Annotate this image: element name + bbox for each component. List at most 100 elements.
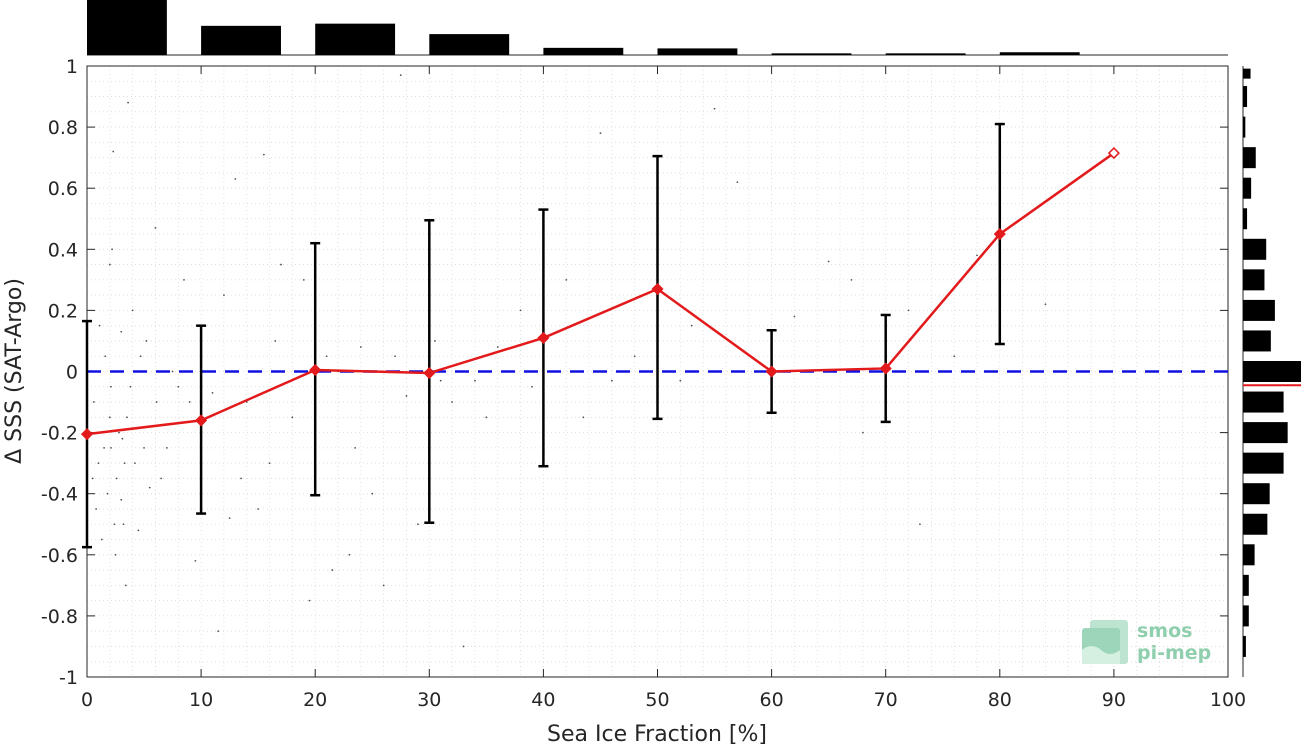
scatter-point xyxy=(108,263,111,266)
scatter-point xyxy=(171,370,174,373)
scatter-point xyxy=(416,523,419,526)
right-histogram-bar xyxy=(1243,483,1270,505)
scatter-point xyxy=(953,355,956,358)
right-histogram-bar xyxy=(1243,544,1255,566)
scatter-point xyxy=(155,401,158,403)
scatter-point xyxy=(91,477,94,480)
x-tick-label: 100 xyxy=(1210,689,1246,711)
scatter-point xyxy=(123,462,126,465)
scatter-point xyxy=(348,553,351,556)
scatter-point xyxy=(331,569,334,571)
data-point-marker xyxy=(765,365,778,378)
scatter-point xyxy=(485,416,488,419)
data-point-marker xyxy=(993,227,1006,241)
scatter-point xyxy=(110,446,112,449)
x-tick-label: 20 xyxy=(303,689,327,711)
scatter-point xyxy=(104,355,107,358)
logo-mark-icon xyxy=(1082,620,1128,664)
scatter-point xyxy=(139,355,142,358)
scatter-point xyxy=(907,309,910,312)
logo-text-pi-mep: pi-mep xyxy=(1137,642,1211,664)
right-histogram-bar xyxy=(1243,299,1275,321)
scatter-points xyxy=(90,74,1047,648)
y-tick-label: 1 xyxy=(66,56,78,78)
scatter-point xyxy=(145,340,148,342)
scatter-point xyxy=(582,416,585,419)
scatter-point xyxy=(97,462,100,465)
scatter-point xyxy=(257,508,260,510)
scatter-point xyxy=(291,416,294,419)
right-histogram-bar xyxy=(1243,391,1284,413)
right-histogram-bar xyxy=(1243,422,1288,444)
scatter-point xyxy=(95,508,98,510)
scatter-point xyxy=(108,416,111,419)
y-tick-label: -0.8 xyxy=(41,606,78,628)
data-point-marker xyxy=(80,428,94,441)
scatter-point xyxy=(120,498,123,501)
right-histogram-bar xyxy=(1243,116,1246,138)
scatter-point xyxy=(325,355,328,358)
scatter-point xyxy=(354,446,357,449)
x-tick-label: 70 xyxy=(874,689,898,711)
scatter-point xyxy=(565,278,568,281)
logo-text-smos: smos xyxy=(1137,620,1192,642)
scatter-point xyxy=(114,553,117,556)
top-histogram-bar xyxy=(657,48,738,55)
scatter-point xyxy=(100,538,103,541)
scatter-point xyxy=(861,431,864,434)
top-histogram-bar xyxy=(543,47,624,55)
x-tick-label: 10 xyxy=(189,689,213,711)
scatter-point xyxy=(177,385,180,388)
y-tick-label: 0.8 xyxy=(48,117,78,139)
scatter-point xyxy=(124,584,127,587)
scatter-point xyxy=(111,248,114,251)
top-histogram-bar xyxy=(315,23,396,55)
scatter-point xyxy=(160,477,163,480)
scatter-point xyxy=(451,401,454,403)
scatter-point xyxy=(98,324,101,327)
x-tick-label: 80 xyxy=(988,689,1012,711)
data-point-marker xyxy=(879,362,892,375)
scatter-point xyxy=(976,254,978,257)
tick-labels: 0 10 20 30 40 50 60 70 80 90 100 1 0.8 0.6 0.4 0.2 0 -0.2… xyxy=(41,56,1246,711)
scatter-point xyxy=(371,492,374,495)
scatter-point xyxy=(399,74,402,77)
series-line xyxy=(86,152,1115,436)
scatter-point xyxy=(793,315,796,318)
top-histogram xyxy=(87,0,1228,56)
scatter-point xyxy=(713,107,716,110)
scatter-point xyxy=(474,379,476,382)
scatter-point xyxy=(183,278,185,281)
data-point-marker xyxy=(309,363,322,377)
scatter-point xyxy=(610,379,613,382)
x-tick-label: 0 xyxy=(81,689,93,711)
right-histogram-bar xyxy=(1243,68,1251,79)
y-tick-label: -0.2 xyxy=(41,423,78,445)
top-histogram-bar xyxy=(885,53,966,55)
y-tick-label: -0.6 xyxy=(41,545,78,567)
right-histogram-bar xyxy=(1243,361,1301,382)
scatter-point xyxy=(382,584,385,587)
scatter-point xyxy=(633,355,636,358)
scatter-point xyxy=(827,260,830,263)
scatter-point xyxy=(405,395,408,397)
scatter-point xyxy=(148,486,151,489)
scatter-point xyxy=(919,523,921,526)
data-point-marker xyxy=(537,331,550,344)
top-histogram-bar xyxy=(87,0,167,55)
top-histogram-bar xyxy=(201,25,281,55)
scatter-point xyxy=(118,431,120,434)
scatter-point xyxy=(359,346,362,348)
right-histogram-bar xyxy=(1243,513,1268,535)
scatter-point xyxy=(134,462,136,465)
scatter-point xyxy=(127,101,129,104)
right-histogram xyxy=(1242,66,1301,677)
right-histogram-bar xyxy=(1243,147,1256,169)
scatter-point xyxy=(126,416,128,419)
top-histogram-bar xyxy=(999,52,1080,55)
scatter-point xyxy=(113,523,116,526)
scatter-point xyxy=(228,517,231,520)
scatter-point xyxy=(194,560,197,562)
right-histogram-bar xyxy=(1243,238,1267,260)
